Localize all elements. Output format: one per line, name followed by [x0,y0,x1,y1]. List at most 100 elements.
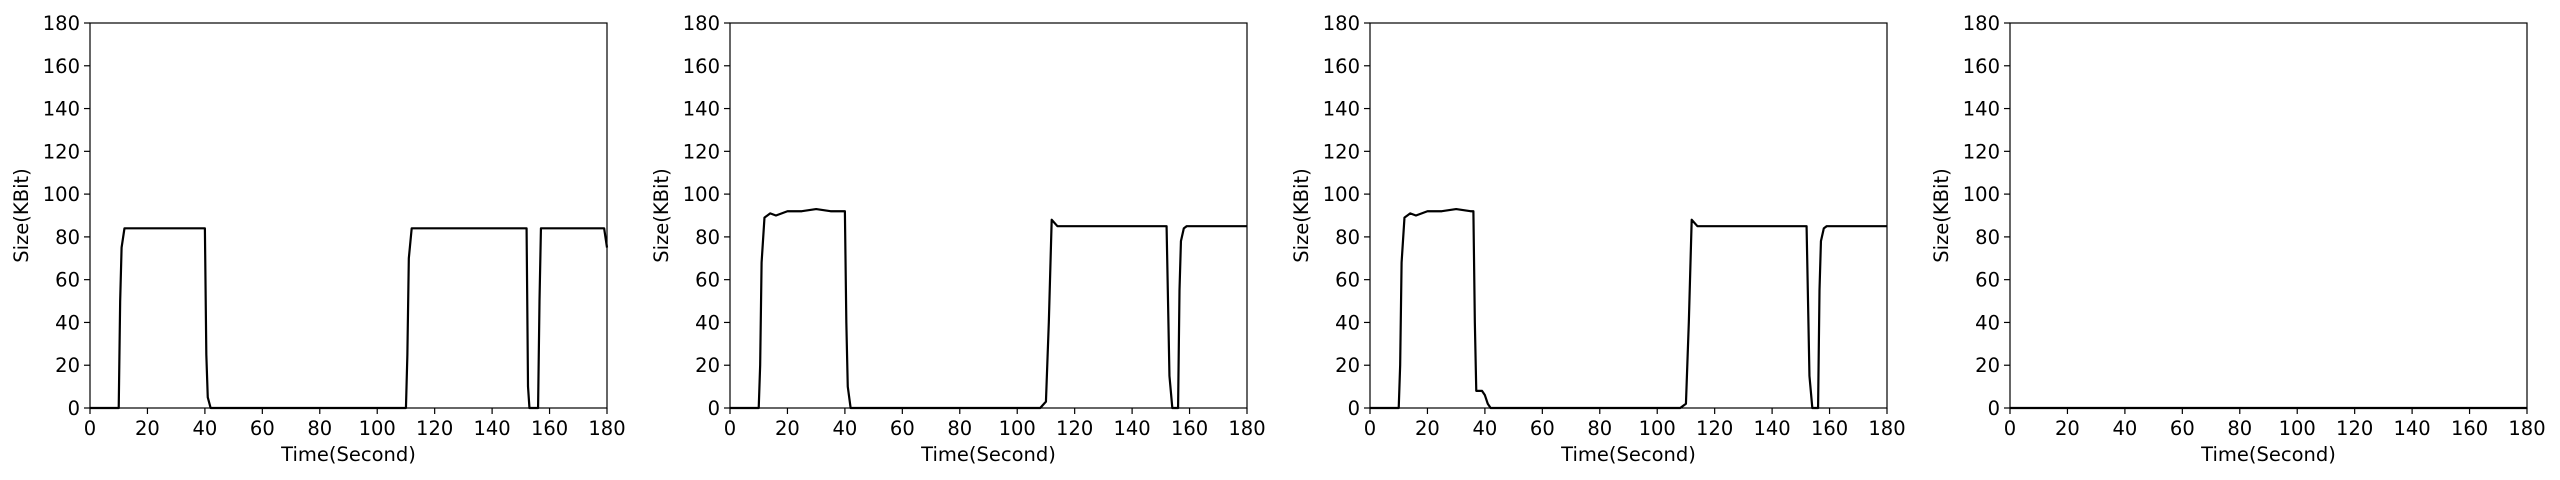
chart-2: 0 20 40 60 80 100 120 140 160 180 0 20 40 60 80 100 120 1… [650,12,1266,466]
y-tick-label: 140 [43,98,80,121]
x-tick-label: 180 [2508,417,2545,440]
x-tick-label: 100 [1639,417,1676,440]
x-tick-label: 80 [307,417,332,440]
x-tick-label: 40 [192,417,217,440]
x-tick-label: 80 [1587,417,1612,440]
y-tick-label: 120 [1323,140,1360,163]
x-tick-label: 60 [250,417,275,440]
series-line [1370,207,1887,410]
y-tick-label: 160 [683,55,720,78]
y-tick-label: 60 [55,269,80,292]
y-tick-label: 40 [55,311,80,334]
x-tick-label: 40 [832,417,857,440]
y-tick-label: 60 [1975,269,2000,292]
plot-frame [1369,22,1888,409]
x-tick-label: 160 [1171,417,1208,440]
y-tick-label: 120 [1963,140,2000,163]
x-tick-label: 120 [2336,417,2373,440]
x-tick-label: 180 [1868,417,1905,440]
x-tick-label: 80 [947,417,972,440]
x-tick-label: 20 [2055,417,2080,440]
x-tick-label: 60 [1530,417,1555,440]
y-axis-label: Size(KBit) [650,168,673,262]
x-tick-label: 20 [775,417,800,440]
x-tick-label: 60 [2170,417,2195,440]
y-tick-label: 40 [1975,311,2000,334]
x-tick-label: 60 [890,417,915,440]
x-tick-label: 0 [724,417,736,440]
x-tick-label: 160 [531,417,568,440]
x-tick-label: 140 [473,417,510,440]
y-tick-label: 100 [1323,183,1360,206]
y-tick-label: 100 [683,183,720,206]
x-tick-label: 0 [84,417,96,440]
x-tick-label: 0 [2004,417,2016,440]
plot-frame [2009,22,2528,409]
y-tick-label: 180 [43,12,80,35]
x-tick-label: 120 [416,417,453,440]
y-tick-label: 120 [43,140,80,163]
chart-1: 0 20 40 60 80 100 120 140 160 180 0 20 40 60 80 100 120 1… [10,12,626,466]
x-tick-label: 160 [1811,417,1848,440]
y-tick-label: 20 [1975,354,2000,377]
y-tick-label: 100 [43,183,80,206]
x-axis-label: Time(Second) [920,443,1056,466]
y-tick-label: 160 [1323,55,1360,78]
y-tick-label: 0 [1348,397,1360,420]
y-tick-label: 80 [55,226,80,249]
x-tick-label: 180 [588,417,625,440]
y-tick-label: 0 [708,397,720,420]
y-tick-label: 80 [1335,226,1360,249]
x-tick-label: 100 [999,417,1036,440]
plot-frame [729,22,1248,409]
y-tick-label: 160 [43,55,80,78]
y-tick-label: 20 [55,354,80,377]
chart-4: 0 20 40 60 80 100 120 140 160 180 0 20 40 60 80 100 120 1… [1930,12,2546,466]
series-line [730,207,1247,410]
y-tick-label: 140 [1323,98,1360,121]
y-tick-label: 180 [1323,12,1360,35]
x-tick-label: 120 [1056,417,1093,440]
chart-3: 0 20 40 60 80 100 120 140 160 180 0 20 40 60 80 100 120 1… [1290,12,1906,466]
x-tick-label: 40 [2112,417,2137,440]
series-line [90,227,609,410]
x-tick-label: 160 [2451,417,2488,440]
x-tick-label: 80 [2227,417,2252,440]
plot-frame [89,22,608,409]
x-axis-label: Time(Second) [280,443,416,466]
y-tick-label: 0 [1988,397,2000,420]
x-tick-label: 100 [359,417,396,440]
x-tick-label: 120 [1696,417,1733,440]
y-tick-label: 20 [695,354,720,377]
y-tick-label: 180 [1963,12,2000,35]
x-tick-label: 180 [1228,417,1265,440]
x-tick-label: 20 [1415,417,1440,440]
x-tick-label: 100 [2279,417,2316,440]
y-tick-label: 180 [683,12,720,35]
y-tick-label: 80 [695,226,720,249]
y-tick-label: 20 [1335,354,1360,377]
y-axis-label: Size(KBit) [1290,168,1313,262]
x-axis-label: Time(Second) [2200,443,2336,466]
y-tick-label: 100 [1963,183,2000,206]
y-axis-label: Size(KBit) [10,168,33,262]
y-tick-label: 0 [68,397,80,420]
y-tick-label: 80 [1975,226,2000,249]
y-tick-label: 40 [1335,311,1360,334]
y-tick-label: 140 [1963,98,2000,121]
x-tick-label: 0 [1364,417,1376,440]
x-tick-label: 140 [1113,417,1150,440]
x-axis-label: Time(Second) [1560,443,1696,466]
x-tick-label: 20 [135,417,160,440]
y-tick-label: 40 [695,311,720,334]
x-tick-label: 40 [1472,417,1497,440]
y-tick-label: 60 [1335,269,1360,292]
x-tick-label: 140 [1753,417,1790,440]
y-tick-label: 60 [695,269,720,292]
y-tick-label: 160 [1963,55,2000,78]
x-tick-label: 140 [2393,417,2430,440]
y-tick-label: 140 [683,98,720,121]
y-tick-label: 120 [683,140,720,163]
y-axis-label: Size(KBit) [1930,168,1953,262]
